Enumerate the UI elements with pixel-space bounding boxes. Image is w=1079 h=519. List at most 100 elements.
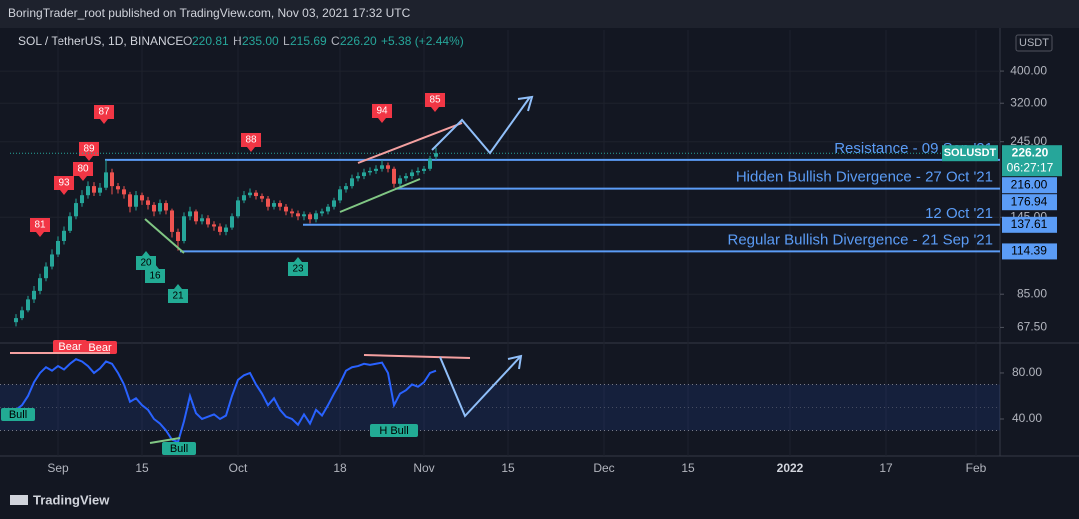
sell-flag bbox=[425, 93, 445, 112]
candle-body bbox=[134, 195, 138, 207]
candle-body bbox=[110, 172, 114, 187]
candle-body bbox=[176, 231, 180, 241]
ohlc-legend: SOL / TetherUS, 1D, BINANCE O 220.81 H 2… bbox=[18, 34, 464, 48]
currency: USDT bbox=[1019, 37, 1049, 49]
symbol-tag-box bbox=[942, 145, 998, 162]
logo-mark bbox=[10, 495, 28, 505]
candle-body bbox=[296, 213, 300, 217]
rsi-line bbox=[15, 358, 437, 444]
rsi-signal: Bull bbox=[170, 443, 188, 455]
candle-body bbox=[338, 189, 342, 201]
candle-body bbox=[392, 168, 396, 184]
candle-body bbox=[158, 203, 162, 212]
candle-body bbox=[386, 165, 390, 169]
sell-signal: 93 bbox=[58, 178, 70, 189]
x-tick-label: Nov bbox=[413, 461, 434, 475]
rsi-signal-box bbox=[53, 340, 87, 353]
candle-body bbox=[254, 192, 258, 197]
x-tick-label: Oct bbox=[229, 461, 248, 475]
x-tick-label: Dec bbox=[593, 461, 614, 475]
candle-body bbox=[242, 195, 246, 201]
level-text: 12 Oct '21 bbox=[925, 205, 993, 222]
arrow-head bbox=[507, 354, 523, 370]
candle-body bbox=[116, 186, 120, 190]
arrow-head bbox=[517, 95, 534, 112]
sell-flag bbox=[30, 218, 50, 237]
rsi-signal: Bull bbox=[9, 409, 27, 421]
candle-body bbox=[326, 206, 330, 212]
rsi-signal: Bear bbox=[88, 342, 112, 354]
candle-body bbox=[14, 318, 18, 323]
sell-flag bbox=[372, 104, 392, 123]
candle-body bbox=[260, 196, 264, 199]
candle-body bbox=[194, 211, 198, 222]
y-tick-label: 245.00 bbox=[1010, 134, 1047, 148]
candle-body bbox=[182, 216, 186, 241]
candle-body bbox=[38, 278, 42, 291]
last-price: 226.20 bbox=[1012, 145, 1049, 159]
open-label: O bbox=[183, 34, 192, 48]
candle-body bbox=[248, 192, 252, 196]
buy-flag bbox=[168, 284, 188, 303]
candle-body bbox=[50, 254, 54, 267]
high-label: H bbox=[233, 34, 242, 48]
candle-body bbox=[128, 194, 132, 207]
buy-flag bbox=[145, 264, 165, 283]
level-price: 137.61 bbox=[1011, 217, 1048, 231]
sell-flag bbox=[241, 133, 261, 152]
candle-body bbox=[416, 170, 420, 173]
y-tick-label: 67.50 bbox=[1017, 320, 1047, 334]
level-price: 216.00 bbox=[1011, 177, 1048, 191]
sell-signal: 85 bbox=[429, 95, 441, 106]
close-value: 226.20 bbox=[340, 34, 377, 48]
y-tick-label: 400.00 bbox=[1010, 63, 1047, 77]
trend-line bbox=[144, 218, 185, 254]
sell-flag bbox=[54, 176, 74, 195]
y-tick-label: 320.00 bbox=[1010, 95, 1047, 109]
x-tick-label: 18 bbox=[333, 461, 347, 475]
candle-body bbox=[380, 165, 384, 169]
level-price-box bbox=[1002, 216, 1057, 233]
rsi-projection bbox=[439, 356, 521, 418]
trend-line bbox=[357, 122, 463, 164]
candle-body bbox=[374, 168, 378, 171]
candle-body bbox=[428, 158, 432, 169]
candle-body bbox=[188, 211, 192, 217]
symbol-tag: SOLUSDT bbox=[944, 147, 997, 159]
candle-body bbox=[332, 200, 336, 207]
sell-signal: 80 bbox=[77, 164, 89, 175]
candle-body bbox=[92, 186, 96, 193]
candle-body bbox=[170, 210, 174, 232]
candle-body bbox=[290, 211, 294, 214]
countdown: 06:27:17 bbox=[1007, 160, 1054, 174]
x-tick-label: 17 bbox=[879, 461, 893, 475]
candle-body bbox=[302, 214, 306, 217]
close-label: C bbox=[331, 34, 340, 48]
buy-flag bbox=[288, 257, 308, 276]
sell-flag bbox=[73, 162, 93, 181]
level-text: Hidden Bullish Divergence - 27 Oct '21 bbox=[736, 169, 993, 186]
level-price-box bbox=[1002, 177, 1057, 194]
rsi-signal-box bbox=[370, 424, 418, 437]
level-price: 114.39 bbox=[1011, 244, 1047, 258]
level-price-box bbox=[1002, 194, 1057, 211]
candle-body bbox=[200, 218, 204, 222]
level-price-box bbox=[1002, 243, 1057, 260]
candle-body bbox=[308, 214, 312, 220]
sell-signal: 87 bbox=[98, 107, 110, 118]
candle-body bbox=[362, 172, 366, 177]
rsi-signal-box bbox=[1, 408, 35, 421]
candle-body bbox=[104, 172, 108, 188]
drawings bbox=[10, 95, 534, 444]
x-tick-label: 15 bbox=[135, 461, 149, 475]
sell-flag bbox=[79, 142, 99, 161]
change: +5.38 (+2.44%) bbox=[381, 34, 464, 48]
candle-body bbox=[410, 172, 414, 177]
candle-body bbox=[278, 203, 282, 207]
candle-body bbox=[140, 195, 144, 201]
logo: TradingView bbox=[10, 492, 110, 507]
sell-signal: 81 bbox=[34, 220, 46, 231]
currency-box[interactable] bbox=[1015, 34, 1053, 52]
candle-body bbox=[86, 186, 90, 196]
